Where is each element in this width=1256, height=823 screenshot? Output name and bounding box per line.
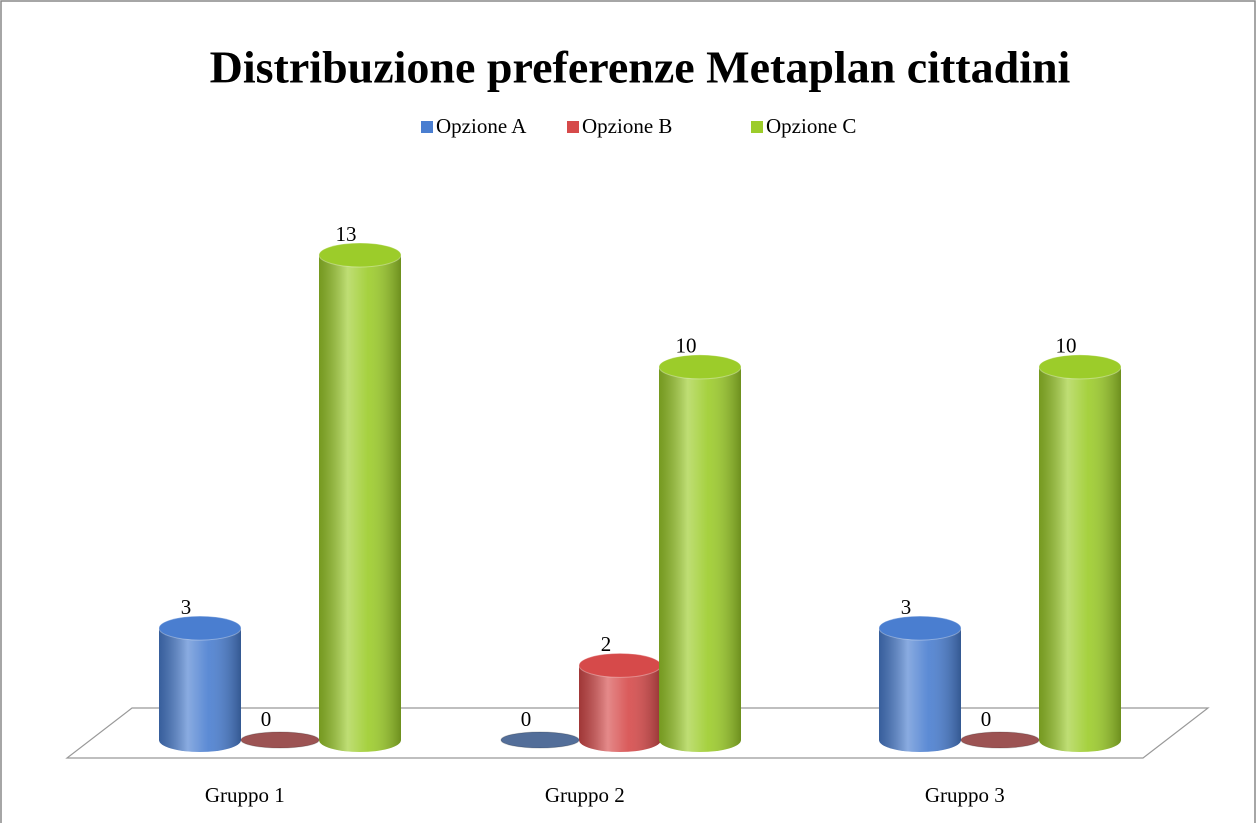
data-label: 3 [901,595,912,619]
bar-shade [961,732,1039,748]
plot-area: 3 0 13 Gruppo 1 0 2 10 Gruppo 2 3 0 10 Gruppo 3 [158,222,1122,807]
x-tick-label: Gruppo 3 [925,783,1005,807]
bar-top [878,615,962,641]
chart-title: Distribuzione preferenze Metaplan cittad… [210,42,1071,93]
bar-shade [659,366,741,740]
data-label: 2 [601,632,612,656]
x-tick-label: Gruppo 1 [205,783,285,807]
legend-swatch [567,121,579,133]
bar-shade [241,732,319,748]
bar-shade [319,255,401,740]
legend-label: Opzione C [766,114,856,138]
x-tick-label: Gruppo 2 [545,783,625,807]
legend-swatch [751,121,763,133]
data-label: 3 [181,595,192,619]
data-label: 0 [261,707,272,731]
data-label: 10 [1056,334,1077,358]
legend-label: Opzione B [582,114,672,138]
bar-shade [159,628,241,740]
data-label: 13 [336,222,357,246]
data-label: 0 [521,707,532,731]
data-label: 10 [676,334,697,358]
data-label: 0 [981,707,992,731]
bar-shade [1039,366,1121,740]
bar-top [158,615,242,641]
legend: Opzione A Opzione B Opzione C [421,114,856,138]
bar-top [318,242,402,268]
bar-top [578,652,662,678]
bar-shade [501,732,579,748]
legend-swatch [421,121,433,133]
bar-top [1038,354,1122,380]
bar-shade [579,665,661,740]
legend-label: Opzione A [436,114,527,138]
bar-shade [879,628,961,740]
bar-top [658,354,742,380]
